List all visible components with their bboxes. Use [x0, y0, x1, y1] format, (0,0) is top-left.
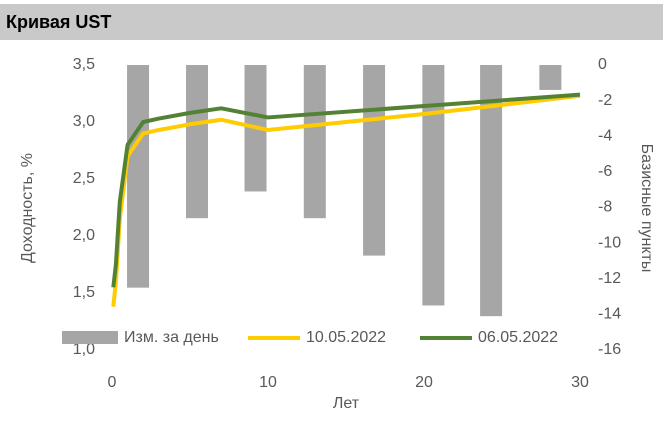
- legend-label: 06.05.2022: [478, 329, 558, 346]
- x-axis-label: Лет: [333, 395, 360, 412]
- bar: [127, 65, 150, 288]
- y2-tick-label: -14: [598, 306, 621, 323]
- line: [111, 92, 581, 288]
- y2-tick-label: -4: [598, 127, 612, 144]
- bar: [480, 65, 503, 317]
- title-bar: [0, 4, 663, 40]
- line: [111, 93, 581, 307]
- y2-tick-label: -8: [598, 199, 612, 216]
- y2-tick-label: 0: [598, 56, 607, 73]
- x-tick-label: 0: [108, 374, 117, 391]
- x-tick-label: 20: [415, 374, 433, 391]
- bar: [363, 65, 386, 256]
- y2-tick-label: -6: [598, 163, 612, 180]
- y-axis-label: Доходность, %: [19, 153, 36, 263]
- bar: [186, 65, 209, 219]
- legend-swatch: [62, 331, 118, 344]
- y-tick-label: 1,0: [73, 341, 95, 358]
- y-tick-label: 1,5: [73, 284, 95, 301]
- legend-label: 10.05.2022: [306, 329, 386, 346]
- chart-title: Кривая UST: [6, 12, 111, 32]
- y2-axis-label: Базисные пункты: [638, 144, 655, 273]
- y-tick-label: 2,5: [73, 170, 95, 187]
- bar: [422, 65, 445, 306]
- y2-tick-label: -2: [598, 92, 612, 109]
- y-tick-label: 2,0: [73, 227, 95, 244]
- x-tick-label: 30: [571, 374, 589, 391]
- y2-tick-label: -12: [598, 270, 621, 287]
- legend-label: Изм. за день: [124, 329, 219, 346]
- x-tick-label: 10: [259, 374, 277, 391]
- bar: [539, 65, 562, 90]
- y2-tick-label: -16: [598, 341, 621, 358]
- y-tick-label: 3,0: [73, 113, 95, 130]
- y-tick-label: 3,5: [73, 56, 95, 73]
- bar: [303, 65, 326, 219]
- y2-tick-label: -10: [598, 234, 621, 251]
